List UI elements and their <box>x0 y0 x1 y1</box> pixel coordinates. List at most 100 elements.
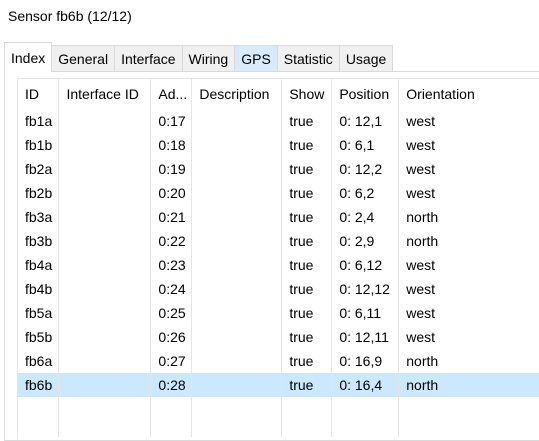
cell-show: true <box>281 349 333 373</box>
cell-id: fb6b <box>18 373 60 397</box>
cell-address: 0:22 <box>150 229 193 253</box>
cell-position: 0: 6,12 <box>331 253 400 277</box>
cell-orientation: west <box>398 181 539 205</box>
cell-show: true <box>281 157 333 181</box>
cell-orientation: west <box>398 301 539 325</box>
column-header-address[interactable]: Ad... <box>150 79 193 109</box>
cell-interface-id <box>58 253 152 277</box>
table-empty-area <box>18 397 539 437</box>
cell-description <box>191 133 283 157</box>
column-header-show[interactable]: Show <box>281 79 333 109</box>
table-row[interactable]: fb5a 0:25 true 0: 6,11 west <box>18 301 539 325</box>
cell-position: 0: 16,4 <box>331 373 400 397</box>
window-title: Sensor fb6b (12/12) <box>8 8 132 24</box>
table-row[interactable]: fb2a 0:19 true 0: 12,2 west <box>18 157 539 181</box>
cell-address: 0:26 <box>150 325 193 349</box>
cell-interface-id <box>58 181 152 205</box>
cell-id: fb2b <box>18 181 60 205</box>
cell-show: true <box>281 301 333 325</box>
table-row[interactable]: fb4a 0:23 true 0: 6,12 west <box>18 253 539 277</box>
cell-interface-id <box>58 205 152 229</box>
cell-position: 0: 12,11 <box>331 325 400 349</box>
cell-orientation: west <box>398 277 539 301</box>
cell-position: 0: 6,11 <box>331 301 400 325</box>
cell-orientation: north <box>398 229 539 253</box>
cell-interface-id <box>58 349 152 373</box>
cell-description <box>191 109 283 133</box>
cell-address: 0:23 <box>150 253 193 277</box>
cell-address: 0:21 <box>150 205 193 229</box>
cell-id: fb2a <box>18 157 60 181</box>
tab-bar: Index General Interface Wiring GPS Stati… <box>4 42 394 72</box>
cell-show: true <box>281 205 333 229</box>
cell-interface-id <box>58 277 152 301</box>
cell-address: 0:24 <box>150 277 193 301</box>
cell-description <box>191 349 283 373</box>
cell-orientation: west <box>398 325 539 349</box>
cell-id: fb3b <box>18 229 60 253</box>
cell-show: true <box>281 253 333 277</box>
table-row[interactable]: fb3a 0:21 true 0: 2,4 north <box>18 205 539 229</box>
cell-interface-id <box>58 157 152 181</box>
table-row[interactable]: fb1a 0:17 true 0: 12,1 west <box>18 109 539 133</box>
cell-orientation: north <box>398 349 539 373</box>
cell-description <box>191 253 283 277</box>
tab-index[interactable]: Index <box>4 42 53 72</box>
cell-orientation: west <box>398 109 539 133</box>
tab-general[interactable]: General <box>51 45 116 71</box>
tab-usage[interactable]: Usage <box>338 45 394 71</box>
column-header-position[interactable]: Position <box>331 79 400 109</box>
cell-description <box>191 301 283 325</box>
cell-description <box>191 157 283 181</box>
tab-gps[interactable]: GPS <box>234 45 278 71</box>
tab-wiring[interactable]: Wiring <box>181 45 236 71</box>
cell-id: fb5a <box>18 301 60 325</box>
column-header-description[interactable]: Description <box>191 79 283 109</box>
cell-id: fb4a <box>18 253 60 277</box>
tab-interface[interactable]: Interface <box>114 45 183 71</box>
cell-orientation: north <box>398 205 539 229</box>
cell-address: 0:18 <box>150 133 193 157</box>
cell-description <box>191 205 283 229</box>
cell-id: fb6a <box>18 349 60 373</box>
cell-interface-id <box>58 373 152 397</box>
cell-orientation: west <box>398 253 539 277</box>
table-row[interactable]: fb6b 0:28 true 0: 16,4 north <box>18 373 539 397</box>
column-header-id[interactable]: ID <box>18 79 60 109</box>
cell-position: 0: 2,4 <box>331 205 400 229</box>
column-header-orientation[interactable]: Orientation <box>398 79 539 109</box>
cell-show: true <box>281 277 333 301</box>
cell-description <box>191 325 283 349</box>
cell-show: true <box>281 229 333 253</box>
table-row[interactable]: fb3b 0:22 true 0: 2,9 north <box>18 229 539 253</box>
cell-id: fb3a <box>18 205 60 229</box>
table-row[interactable]: fb5b 0:26 true 0: 12,11 west <box>18 325 539 349</box>
table-row[interactable]: fb1b 0:18 true 0: 6,1 west <box>18 133 539 157</box>
tab-panel-index: ID Interface ID Ad... Description Show P… <box>4 71 539 441</box>
cell-address: 0:20 <box>150 181 193 205</box>
cell-orientation: west <box>398 157 539 181</box>
cell-position: 0: 12,2 <box>331 157 400 181</box>
cell-position: 0: 12,12 <box>331 277 400 301</box>
tab-statistic[interactable]: Statistic <box>276 45 340 71</box>
table-header-row: ID Interface ID Ad... Description Show P… <box>18 79 539 109</box>
cell-position: 0: 6,2 <box>331 181 400 205</box>
cell-description <box>191 229 283 253</box>
table-row[interactable]: fb2b 0:20 true 0: 6,2 west <box>18 181 539 205</box>
cell-position: 0: 6,1 <box>331 133 400 157</box>
cell-id: fb5b <box>18 325 60 349</box>
cell-description <box>191 277 283 301</box>
cell-interface-id <box>58 325 152 349</box>
cell-interface-id <box>58 301 152 325</box>
cell-id: fb4b <box>18 277 60 301</box>
cell-id: fb1b <box>18 133 60 157</box>
table-row[interactable]: fb6a 0:27 true 0: 16,9 north <box>18 349 539 373</box>
table-row[interactable]: fb4b 0:24 true 0: 12,12 west <box>18 277 539 301</box>
sensor-table-container: ID Interface ID Ad... Description Show P… <box>17 78 539 439</box>
cell-address: 0:27 <box>150 349 193 373</box>
cell-show: true <box>281 109 333 133</box>
column-header-interface-id[interactable]: Interface ID <box>58 79 152 109</box>
cell-position: 0: 12,1 <box>331 109 400 133</box>
cell-interface-id <box>58 109 152 133</box>
cell-show: true <box>281 325 333 349</box>
